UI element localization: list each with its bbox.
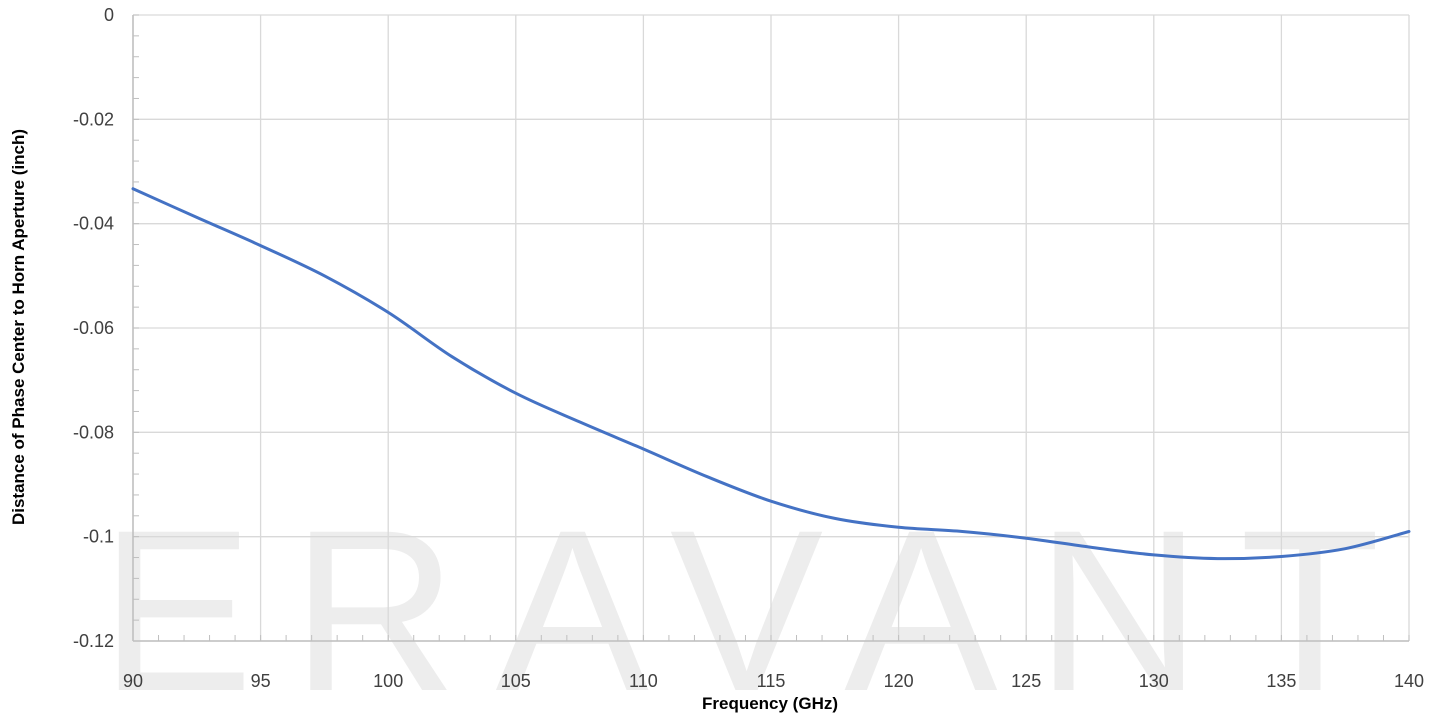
x-tick-label-1: 95 bbox=[251, 671, 271, 691]
minor-ticks bbox=[132, 14, 1410, 642]
grid-lines bbox=[132, 14, 1410, 642]
x-axis-title: Frequency (GHz) bbox=[702, 694, 838, 713]
y-tick-label-4: -0.08 bbox=[73, 422, 114, 442]
y-tick-label-1: -0.02 bbox=[73, 109, 114, 129]
x-tick-label-10: 140 bbox=[1394, 671, 1424, 691]
x-tick-label-8: 130 bbox=[1139, 671, 1169, 691]
x-tick-label-4: 110 bbox=[629, 671, 658, 691]
y-tick-label-2: -0.04 bbox=[73, 214, 114, 234]
x-tick-label-0: 90 bbox=[123, 671, 143, 691]
y-tick-label-5: -0.1 bbox=[83, 527, 114, 547]
y-tick-label-0: 0 bbox=[104, 5, 114, 25]
x-tick-label-6: 120 bbox=[884, 671, 914, 691]
x-tick-labels: 90 95 100 105 110 115 120 125 130 135 140 bbox=[123, 671, 1424, 691]
y-tick-label-3: -0.06 bbox=[73, 318, 114, 338]
x-tick-label-7: 125 bbox=[1011, 671, 1041, 691]
watermark-logo: ERAVANT bbox=[100, 482, 1418, 719]
y-axis-title: Distance of Phase Center to Horn Apertur… bbox=[9, 129, 28, 525]
y-tick-label-6: -0.12 bbox=[73, 631, 114, 651]
x-tick-label-3: 105 bbox=[501, 671, 531, 691]
x-tick-label-5: 115 bbox=[757, 671, 786, 691]
x-tick-label-2: 100 bbox=[373, 671, 403, 691]
x-tick-label-9: 135 bbox=[1266, 671, 1296, 691]
series-line bbox=[131, 187, 1411, 561]
y-tick-labels: 0 -0.02 -0.04 -0.06 -0.08 -0.1 -0.12 bbox=[73, 5, 114, 651]
